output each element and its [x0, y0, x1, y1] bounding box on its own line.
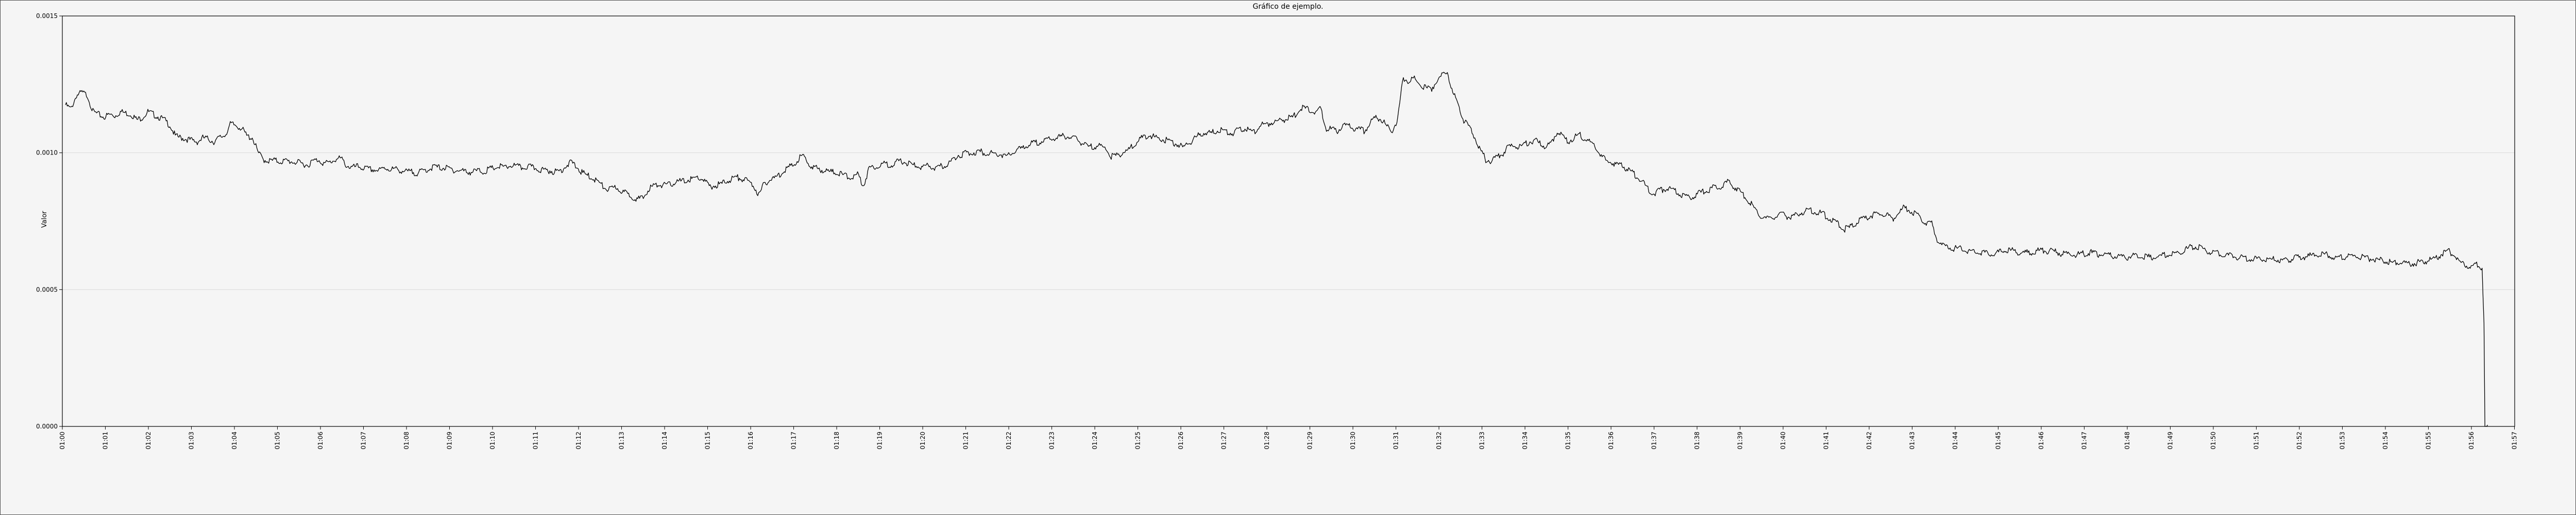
x-tick-label: 01:22 — [1005, 432, 1012, 450]
series-line — [65, 72, 2488, 427]
x-tick-label: 01:47 — [2081, 432, 2088, 450]
x-tick-label: 01:09 — [446, 432, 453, 450]
x-tick-label: 01:15 — [704, 432, 711, 450]
x-tick-label: 01:05 — [274, 432, 281, 450]
x-tick-label: 01:56 — [2468, 432, 2475, 450]
x-tick-label: 01:39 — [1737, 432, 1744, 450]
x-tick-label: 01:13 — [618, 432, 625, 450]
x-tick-label: 01:32 — [1435, 432, 1443, 450]
x-tick-label: 01:04 — [231, 432, 238, 450]
y-axis-label: Valor — [41, 211, 48, 228]
x-tick-label: 01:24 — [1091, 432, 1098, 450]
x-tick-label: 01:29 — [1307, 432, 1314, 450]
x-tick-label: 01:34 — [1521, 432, 1529, 450]
x-tick-label: 01:42 — [1866, 432, 1873, 450]
x-tick-label: 01:01 — [102, 432, 109, 450]
x-tick-label: 01:44 — [1952, 432, 1959, 450]
x-tick-label: 01:19 — [876, 432, 884, 450]
x-tick-label: 01:31 — [1393, 432, 1400, 450]
x-tick-label: 01:40 — [1780, 432, 1787, 450]
y-tick-label: 0.0000 — [36, 423, 58, 430]
y-tick-label: 0.0005 — [36, 286, 58, 293]
gridlines — [62, 152, 2515, 290]
x-tick-label: 01:20 — [919, 432, 926, 450]
x-tick-label: 01:11 — [532, 432, 539, 450]
x-tick-label: 01:03 — [188, 432, 195, 450]
x-tick-label: 01:45 — [1995, 432, 2002, 450]
x-tick-label: 01:37 — [1651, 432, 1658, 450]
x-tick-label: 01:25 — [1134, 432, 1142, 450]
x-tick-label: 01:02 — [145, 432, 152, 450]
y-tick-label: 0.0010 — [36, 149, 58, 157]
x-tick-label: 01:51 — [2253, 432, 2260, 450]
x-tick-label: 01:50 — [2210, 432, 2217, 450]
chart-title: Gráfico de ejemplo. — [1253, 3, 1324, 11]
x-tick-label: 01:23 — [1048, 432, 1056, 450]
x-tick-label: 01:08 — [403, 432, 410, 450]
x-tick-label: 01:12 — [575, 432, 582, 450]
x-axis-ticks: 01:00 01:01 01:02 01:03 01:04 01:05 01:06 01:07… — [59, 426, 2518, 450]
x-tick-label: 01:57 — [2511, 432, 2518, 450]
x-tick-label: 01:54 — [2382, 432, 2389, 450]
x-tick-label: 01:33 — [1479, 432, 1486, 450]
x-tick-label: 01:26 — [1177, 432, 1184, 450]
x-tick-label: 01:48 — [2124, 432, 2131, 450]
y-tick-label: 0.0015 — [36, 12, 58, 20]
x-tick-label: 01:17 — [790, 432, 798, 450]
y-axis-ticks: 0.0000 0.0005 0.0010 0.0015 — [36, 12, 62, 430]
x-tick-label: 01:53 — [2339, 432, 2346, 450]
x-tick-label: 01:35 — [1565, 432, 1572, 450]
x-tick-label: 01:21 — [962, 432, 970, 450]
x-tick-label: 01:55 — [2425, 432, 2432, 450]
x-tick-label: 01:38 — [1693, 432, 1701, 450]
x-tick-label: 01:14 — [661, 432, 668, 450]
x-tick-label: 01:46 — [2038, 432, 2045, 450]
x-tick-label: 01:16 — [747, 432, 754, 450]
plot-area-border — [62, 15, 2515, 427]
x-tick-label: 01:49 — [2167, 432, 2174, 450]
x-tick-label: 01:36 — [1607, 432, 1615, 450]
x-tick-label: 01:30 — [1349, 432, 1357, 450]
x-tick-label: 01:00 — [59, 432, 66, 450]
x-tick-label: 01:10 — [489, 432, 496, 450]
x-tick-label: 01:52 — [2296, 432, 2303, 450]
x-tick-label: 01:28 — [1263, 432, 1270, 450]
x-tick-label: 01:27 — [1221, 432, 1228, 450]
x-tick-label: 01:07 — [360, 432, 367, 450]
x-tick-label: 01:18 — [833, 432, 840, 450]
series-layer — [65, 72, 2488, 427]
x-tick-label: 01:43 — [1909, 432, 1916, 450]
x-tick-label: 01:41 — [1823, 432, 1830, 450]
x-tick-label: 01:06 — [317, 432, 324, 450]
